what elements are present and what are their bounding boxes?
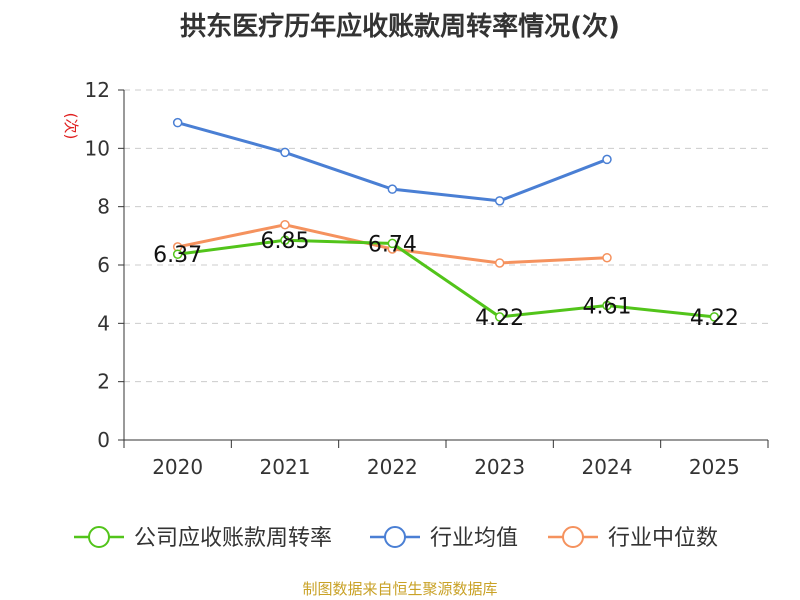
- legend: 公司应收账款周转率 行业均值 行业中位数: [74, 526, 718, 551]
- x-tick-label: 2023: [474, 455, 525, 479]
- y-tick-label: 10: [85, 136, 110, 160]
- x-tick-label: 2025: [689, 455, 740, 479]
- data-label: 4.61: [583, 295, 632, 320]
- data-label: 6.74: [368, 232, 417, 257]
- data-point: [280, 147, 290, 158]
- x-tick-label: 2022: [367, 455, 418, 479]
- data-point: [387, 238, 398, 249]
- data-point: [709, 312, 720, 322]
- data-point: [387, 184, 398, 194]
- data-point: [494, 258, 505, 268]
- data-point: [172, 117, 183, 128]
- data-point: [280, 235, 290, 245]
- y-tick-label: 8: [97, 195, 110, 219]
- data-point: [494, 196, 505, 206]
- y-tick-label: 4: [97, 311, 110, 335]
- data-point: [602, 300, 612, 311]
- y-tick-label: 12: [85, 78, 110, 102]
- legend-marker: [384, 526, 406, 548]
- legend-label: 公司应收账款周转率: [134, 526, 332, 551]
- series-line-0: [177, 238, 715, 319]
- data-point: [172, 249, 183, 259]
- x-tick-label: 2024: [582, 455, 633, 479]
- y-tick-label: 0: [97, 428, 110, 452]
- legend-marker: [562, 526, 584, 548]
- source-note: 制图数据来自恒生聚源数据库: [302, 580, 498, 598]
- data-point: [602, 154, 612, 165]
- data-label: 6.85: [261, 229, 310, 254]
- data-point: [494, 312, 505, 322]
- series-lines: [172, 117, 720, 322]
- data-label: 6.37: [153, 243, 202, 268]
- y-axis-label: (次): [62, 113, 80, 140]
- legend-label: 行业均值: [430, 526, 518, 551]
- data-label: 4.22: [690, 306, 739, 331]
- x-tick-label: 2020: [152, 455, 203, 479]
- y-tick-label: 6: [97, 253, 110, 277]
- y-tick-label: 2: [97, 370, 110, 394]
- y-axis-ticks: 0 2 4 6 8 10 12: [85, 78, 124, 452]
- legend-label: 行业中位数: [608, 526, 718, 551]
- gridlines: [124, 89, 768, 383]
- data-point: [602, 252, 612, 263]
- data-point: [280, 220, 290, 230]
- data-labels: 6.37 6.85 6.74 4.22 4.61 4.22: [153, 229, 739, 331]
- legend-marker: [88, 526, 110, 548]
- chart-title: 拱东医疗历年应收账款周转率情况(次): [180, 12, 620, 42]
- data-label: 4.22: [475, 306, 524, 331]
- x-tick-label: 2021: [260, 455, 311, 479]
- x-axis-ticks: 2020 2021 2022 2023 2024 2025: [123, 440, 769, 479]
